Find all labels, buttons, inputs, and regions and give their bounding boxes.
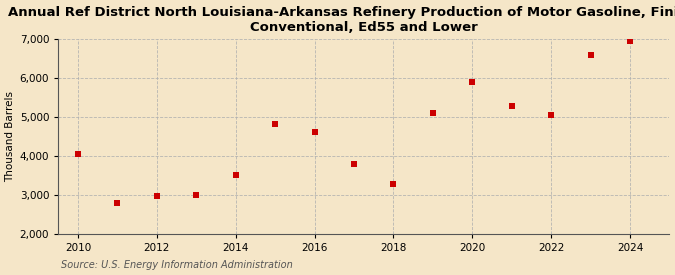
Text: Source: U.S. Energy Information Administration: Source: U.S. Energy Information Administ…: [61, 260, 292, 270]
Title: Annual Ref District North Louisiana-Arkansas Refinery Production of Motor Gasoli: Annual Ref District North Louisiana-Arka…: [8, 6, 675, 34]
Point: [348, 162, 359, 167]
Point: [73, 152, 84, 156]
Point: [191, 193, 202, 197]
Point: [506, 104, 517, 108]
Point: [309, 130, 320, 134]
Y-axis label: Thousand Barrels: Thousand Barrels: [5, 91, 16, 182]
Point: [388, 182, 399, 186]
Point: [230, 173, 241, 177]
Point: [112, 200, 123, 205]
Point: [427, 111, 438, 115]
Point: [624, 39, 635, 43]
Point: [467, 79, 478, 84]
Point: [585, 53, 596, 57]
Point: [151, 194, 162, 198]
Point: [270, 122, 281, 126]
Point: [546, 112, 557, 117]
